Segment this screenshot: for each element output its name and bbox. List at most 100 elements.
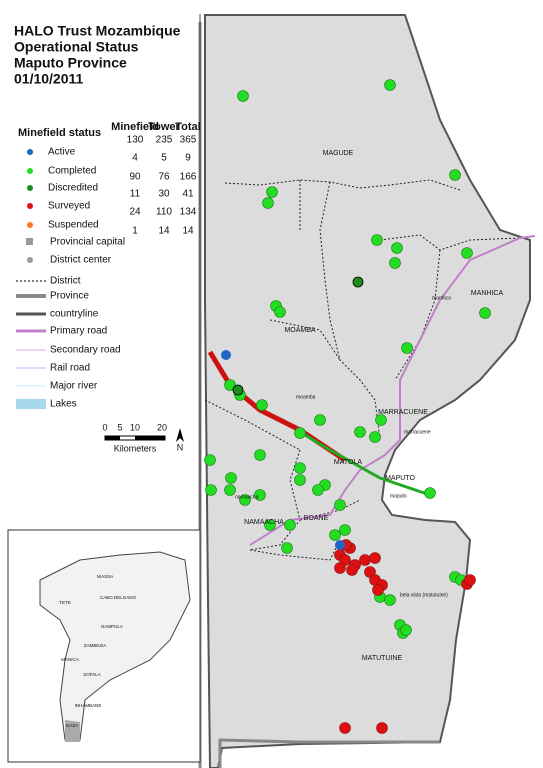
surveyed-site bbox=[339, 722, 351, 734]
completed-site bbox=[312, 484, 324, 496]
completed-site bbox=[256, 399, 268, 411]
completed-site bbox=[461, 247, 473, 259]
title-line: 01/10/2011 bbox=[14, 71, 84, 87]
status-cell: 4 bbox=[132, 153, 138, 164]
completed-site bbox=[294, 427, 306, 439]
scale-unit: Kilometers bbox=[114, 443, 157, 453]
completed-site bbox=[334, 499, 346, 511]
status-cell: 134 bbox=[180, 207, 197, 218]
completed-site bbox=[294, 474, 306, 486]
symbol-label: Secondary road bbox=[50, 345, 121, 356]
district-label: MARRACUENE bbox=[378, 409, 428, 416]
status-symbol bbox=[27, 203, 33, 209]
status-cell: 30 bbox=[158, 189, 170, 200]
completed-site bbox=[239, 494, 251, 506]
status-label: Completed bbox=[48, 166, 96, 177]
column-header: Total bbox=[175, 121, 200, 133]
status-cell: 90 bbox=[129, 172, 141, 183]
surveyed-site bbox=[359, 554, 371, 566]
inset-label: CABO DELGADO bbox=[100, 595, 137, 600]
completed-site bbox=[254, 449, 266, 461]
district-label: MAGUDE bbox=[323, 150, 354, 157]
status-cell: 110 bbox=[156, 207, 172, 218]
completed-site bbox=[449, 169, 461, 181]
symbol bbox=[26, 238, 33, 245]
completed-site bbox=[401, 342, 413, 354]
completed-site bbox=[204, 454, 216, 466]
place-label: bela vista (matutuine) bbox=[400, 592, 448, 598]
status-cell: 11 bbox=[130, 189, 141, 200]
place-label: maputo bbox=[390, 493, 407, 499]
symbol-label: Provincial capital bbox=[50, 237, 125, 248]
title-line: Maputo Province bbox=[14, 55, 127, 71]
completed-site bbox=[384, 79, 396, 91]
completed-site bbox=[329, 529, 341, 541]
scale-bar-segment bbox=[105, 436, 120, 440]
completed-site bbox=[224, 484, 236, 496]
status-cell: 76 bbox=[158, 172, 170, 183]
symbol-label: District bbox=[50, 276, 81, 287]
active-site bbox=[221, 350, 231, 360]
status-cell: 1 bbox=[132, 226, 138, 237]
district-label: NAMAACHA bbox=[244, 519, 284, 526]
place-label: namaacha bbox=[235, 494, 259, 500]
completed-site bbox=[389, 257, 401, 269]
completed-site bbox=[384, 594, 396, 606]
inset-map bbox=[7, 529, 201, 763]
status-symbol bbox=[27, 185, 33, 191]
discredited-site bbox=[352, 276, 364, 288]
total-cell: 130 bbox=[127, 135, 144, 146]
discredited-site bbox=[232, 384, 244, 396]
completed-site bbox=[281, 542, 293, 554]
total-cell: 235 bbox=[156, 135, 173, 146]
total-cell: 365 bbox=[180, 135, 197, 146]
north-label: N bbox=[177, 442, 184, 452]
legend-heading: Minefield status bbox=[18, 127, 101, 139]
completed-site bbox=[237, 90, 249, 102]
province-shape bbox=[204, 14, 531, 768]
scale-bar-segment bbox=[135, 436, 165, 440]
symbol-label: Rail road bbox=[50, 363, 90, 374]
district-label: MATOLA bbox=[334, 459, 362, 466]
scale-label: 10 bbox=[130, 422, 140, 432]
inset-label: NAMPULA bbox=[101, 624, 123, 629]
district-label: MAPUTO bbox=[385, 475, 415, 482]
completed-site bbox=[262, 197, 274, 209]
completed-site bbox=[294, 462, 306, 474]
status-label: Active bbox=[48, 147, 76, 158]
title-line: HALO Trust Mozambique bbox=[14, 23, 181, 39]
column-header: Minefield bbox=[111, 121, 159, 133]
symbol-label: Province bbox=[50, 291, 89, 302]
title-line: Operational Status bbox=[14, 39, 139, 55]
place-label: marracuene bbox=[404, 429, 431, 435]
completed-site bbox=[339, 524, 351, 536]
surveyed-site bbox=[376, 722, 388, 734]
completed-site bbox=[264, 519, 276, 531]
status-symbol bbox=[27, 149, 33, 155]
completed-site bbox=[369, 431, 381, 443]
symbol-label: Major river bbox=[50, 381, 98, 392]
completed-site bbox=[266, 186, 278, 198]
completed-site bbox=[354, 426, 366, 438]
inset-label: ZAMBEZIA bbox=[84, 643, 107, 648]
district-label: BOANE bbox=[304, 515, 329, 522]
status-cell: 24 bbox=[129, 207, 141, 218]
status-cell: 14 bbox=[182, 226, 194, 237]
symbol bbox=[16, 399, 46, 409]
status-cell: 41 bbox=[182, 189, 194, 200]
symbol-label: countryline bbox=[50, 309, 99, 320]
completed-site bbox=[274, 306, 286, 318]
status-label: Discredited bbox=[48, 183, 98, 194]
active-site bbox=[335, 540, 345, 550]
symbol-label: District center bbox=[50, 255, 112, 266]
north-arrow bbox=[176, 428, 184, 442]
completed-site bbox=[284, 519, 296, 531]
surveyed-site bbox=[334, 562, 346, 574]
completed-site bbox=[391, 242, 403, 254]
status-symbol bbox=[27, 222, 33, 228]
scale-bar bbox=[104, 428, 184, 442]
district-label: MATUTUINE bbox=[362, 655, 403, 662]
symbol-label: Primary road bbox=[50, 326, 107, 337]
completed-site bbox=[479, 307, 491, 319]
